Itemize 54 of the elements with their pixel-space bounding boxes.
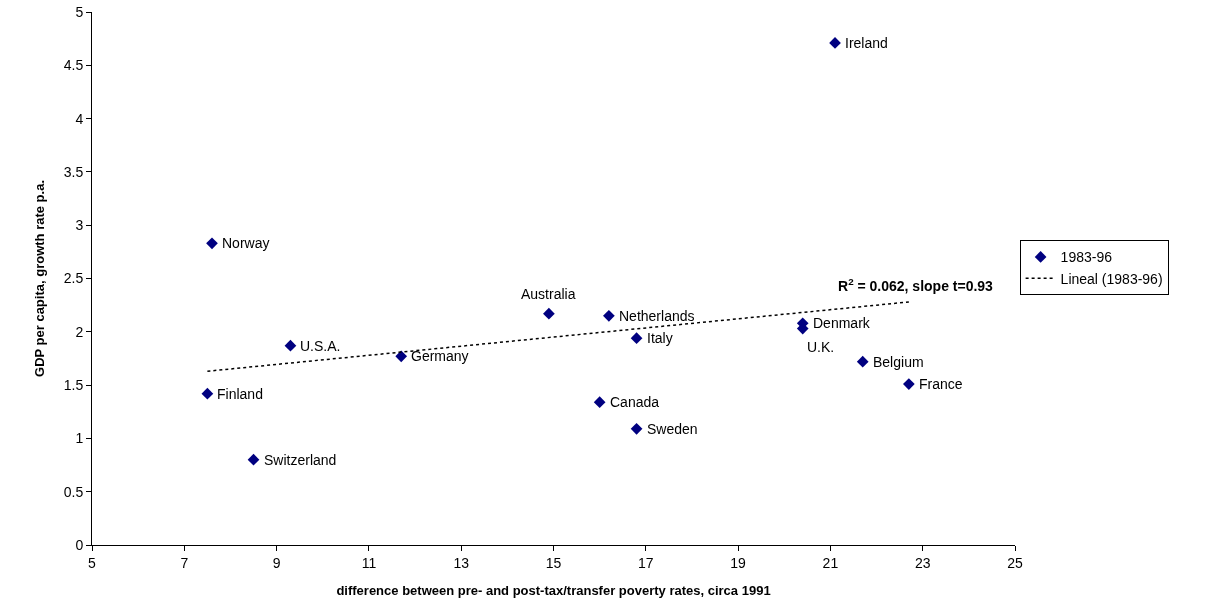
annotation: Norway — [222, 235, 270, 251]
annotation: Sweden — [647, 421, 698, 437]
y-tick-label: 4.5 — [63, 57, 84, 74]
point — [206, 237, 218, 250]
annotation: Germany — [411, 348, 469, 364]
annotation: Italy — [647, 330, 673, 346]
point — [630, 422, 643, 435]
annotation: Belgium — [873, 354, 924, 370]
y-tick-label: 2.5 — [63, 270, 84, 287]
annotation: Canada — [610, 394, 660, 410]
y-tick-label: 3.5 — [63, 163, 84, 180]
annotation: France — [919, 376, 963, 392]
point — [543, 307, 555, 320]
y-tick-label: 5 — [75, 3, 84, 20]
x-tick-label: 13 — [453, 554, 470, 571]
point — [593, 396, 606, 409]
point — [903, 378, 915, 390]
point — [201, 387, 214, 400]
legend-label: Lineal (1983-96) — [1060, 270, 1163, 287]
y-tick-label: 2 — [75, 323, 84, 340]
annotation: U.S.A. — [300, 338, 341, 354]
annotation: Netherlands — [619, 308, 695, 324]
y-axis-title: GDP per capita, growth rate p.a. — [31, 180, 47, 377]
x-tick-label: 5 — [88, 554, 97, 571]
annotation: Finland — [217, 386, 263, 402]
point — [395, 350, 408, 363]
y-tick-label: 0.5 — [63, 483, 84, 500]
point — [603, 309, 615, 322]
y-tick-label: 1.5 — [63, 377, 84, 393]
legend-label: 1983-96 — [1060, 249, 1113, 266]
y-tick-label: 4 — [75, 110, 84, 127]
x-tick-label: 15 — [545, 554, 562, 571]
x-tick-label: 19 — [730, 554, 747, 571]
annotation: Australia — [521, 286, 576, 302]
annotation: R$^{2}$ = 0.062, slope t=0.93 — [838, 276, 994, 294]
x-tick-label: 17 — [638, 554, 654, 571]
x-tick-label: 25 — [1007, 554, 1023, 571]
x-axis-title: difference between pre- and post-tax/transfer poverty rates, circa 1991 — [336, 583, 771, 599]
point — [284, 339, 297, 352]
x-tick-label: 23 — [914, 554, 931, 571]
annotation: Switzerland — [264, 452, 337, 468]
y-tick-label: 1 — [75, 430, 84, 447]
annotation: Denmark — [813, 315, 871, 331]
x-tick-label: 11 — [361, 554, 377, 571]
y-tick-label: 0 — [75, 536, 84, 553]
x-tick-label: 9 — [272, 554, 281, 571]
y-tick-label: 3 — [75, 217, 84, 234]
point — [630, 332, 643, 345]
x-tick-label: 7 — [180, 554, 189, 571]
point — [247, 453, 260, 466]
point — [856, 355, 869, 368]
annotation: U.K. — [807, 339, 835, 355]
annotation: Ireland — [845, 35, 888, 51]
x-tick-label: 21 — [822, 554, 839, 571]
